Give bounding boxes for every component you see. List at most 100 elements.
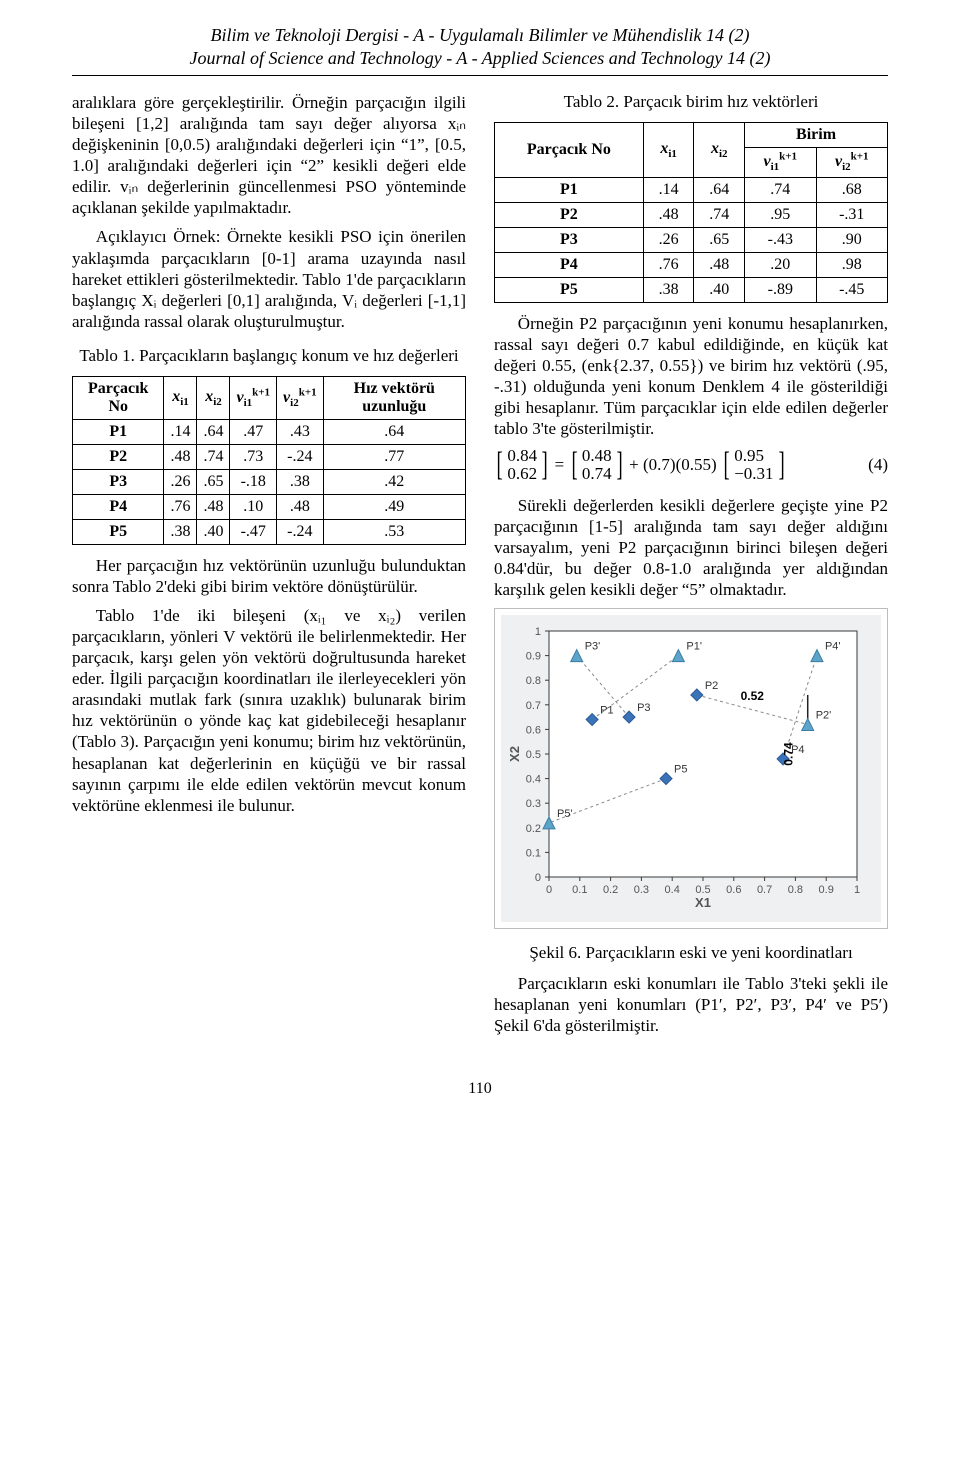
table-cell: .43 (277, 419, 324, 444)
table-cell: .48 (164, 444, 197, 469)
svg-text:0.3: 0.3 (526, 798, 541, 810)
t1-h0: Parçacık No (73, 376, 164, 419)
t2-h3b: i1 (771, 162, 780, 174)
table-cell: .64 (323, 419, 465, 444)
svg-text:0.1: 0.1 (526, 847, 541, 859)
journal-line-2: Journal of Science and Technology - A - … (72, 47, 888, 70)
t1-h1: xi1 (164, 376, 197, 419)
table-cell: .65 (694, 227, 745, 252)
t2-h-birim: Birim (745, 123, 888, 148)
t2-h4a: v (835, 153, 842, 170)
svg-text:1: 1 (854, 884, 860, 896)
two-column-layout: aralıklara göre gerçekleştirilir. Örneği… (72, 92, 888, 1044)
svg-text:0.5: 0.5 (526, 749, 541, 761)
table-cell: .26 (643, 227, 694, 252)
table-cell: -.24 (277, 444, 324, 469)
table-cell: .64 (694, 177, 745, 202)
eq-mid: + (0.7)(0.55) (629, 455, 716, 475)
t2-h3a: v (764, 153, 771, 170)
table-row: P5.38.40-.47-.24.53 (73, 519, 466, 544)
svg-text:0.3: 0.3 (634, 884, 649, 896)
t1-h5-text: Hız vektörü uzunluğu (354, 380, 435, 415)
left-para-2: Açıklayıcı Örnek: Örnekte kesikli PSO iç… (72, 226, 466, 331)
table2-caption: Tablo 2. Parçacık birim hız vektörleri (494, 92, 888, 112)
table-cell: .76 (164, 494, 197, 519)
svg-text:0.9: 0.9 (526, 651, 541, 663)
table-row: P4.76.48.20.98 (495, 252, 888, 277)
figure6-caption: Şekil 6. Parçacıkların eski ve yeni koor… (494, 943, 888, 963)
table-2: Parçacık No xi1 xi2 Birim vi1k+1 vi2k+1 … (494, 122, 888, 303)
table-1: Parçacık No xi1 xi2 vi1k+1 vi2k+1 Hız ve… (72, 376, 466, 545)
table-row: P1.14.64.47.43.64 (73, 419, 466, 444)
eq-r1b: 0.74 (582, 465, 612, 483)
right-para-2: Sürekli değerlerden kesikli değerlere ge… (494, 495, 888, 600)
table-row: P5.38.40-.89-.45 (495, 277, 888, 302)
table-cell: -.45 (816, 277, 888, 302)
eq-body: [ 0.840.62 ] = [ 0.480.74 ] + (0.7)(0.55… (494, 447, 787, 483)
scatter-chart-svg: 000.10.10.20.20.30.30.40.40.50.50.60.60.… (507, 621, 867, 911)
t2-h1: xi1 (643, 123, 694, 178)
t1-h4: vi2k+1 (277, 376, 324, 419)
left-para-1: aralıklara göre gerçekleştirilir. Örneği… (72, 92, 466, 218)
table-cell: .49 (323, 494, 465, 519)
table-cell: P5 (73, 519, 164, 544)
table-cell: -.18 (230, 469, 277, 494)
table-cell: .74 (745, 177, 816, 202)
table-cell: .26 (164, 469, 197, 494)
svg-text:P3: P3 (637, 702, 650, 714)
table-row: P2.48.74.73-.24.77 (73, 444, 466, 469)
svg-text:P5': P5' (557, 808, 573, 820)
table-cell: P5 (495, 277, 644, 302)
svg-text:0.7: 0.7 (526, 700, 541, 712)
t1-h0-text: Parçacık No (88, 380, 148, 415)
table-cell: .38 (164, 519, 197, 544)
svg-text:P2: P2 (705, 680, 718, 692)
right-para-1: Örneğin P2 parçacığının yeni konumu hesa… (494, 313, 888, 439)
t2-h4c: k+1 (851, 151, 869, 163)
table-cell: -.31 (816, 202, 888, 227)
journal-header: Bilim ve Teknoloji Dergisi - A - Uygulam… (72, 24, 888, 69)
eq-r2b: −0.31 (734, 465, 773, 483)
table-cell: .90 (816, 227, 888, 252)
svg-text:0.6: 0.6 (526, 724, 541, 736)
svg-text:P1: P1 (600, 705, 613, 717)
table-cell: P2 (73, 444, 164, 469)
t1-h5: Hız vektörü uzunluğu (323, 376, 465, 419)
eq-r1a: 0.48 (582, 447, 612, 465)
eq-number: (4) (868, 455, 888, 475)
svg-text:0.2: 0.2 (526, 823, 541, 835)
equation-4: [ 0.840.62 ] = [ 0.480.74 ] + (0.7)(0.55… (494, 447, 888, 483)
table-cell: .53 (323, 519, 465, 544)
table-cell: .38 (643, 277, 694, 302)
t1-h1b: i1 (180, 396, 189, 408)
svg-text:0.7: 0.7 (757, 884, 772, 896)
right-para-3: Parçacıkların eski konumları ile Tablo 3… (494, 973, 888, 1036)
table-row: P3.26.65-.43.90 (495, 227, 888, 252)
table-cell: .48 (277, 494, 324, 519)
table-cell: .65 (197, 469, 230, 494)
table-cell: P3 (73, 469, 164, 494)
table-cell: .47 (230, 419, 277, 444)
table-cell: .98 (816, 252, 888, 277)
right-column: Tablo 2. Parçacık birim hız vektörleri P… (494, 92, 888, 1044)
table-cell: .20 (745, 252, 816, 277)
t2-h2: xi2 (694, 123, 745, 178)
table-cell: P3 (495, 227, 644, 252)
eq-l1: 0.84 (507, 447, 537, 465)
svg-text:X1: X1 (695, 895, 711, 910)
svg-text:0.4: 0.4 (526, 774, 541, 786)
table-cell: .14 (643, 177, 694, 202)
svg-text:0.74: 0.74 (781, 742, 795, 766)
t2-h2a: x (711, 140, 719, 157)
table-cell: .38 (277, 469, 324, 494)
svg-text:0: 0 (546, 884, 552, 896)
t1-h3a: v (236, 389, 243, 406)
svg-text:0.9: 0.9 (819, 884, 834, 896)
svg-text:0.52: 0.52 (741, 689, 765, 703)
t2-h4b: i2 (842, 162, 851, 174)
table-cell: .74 (694, 202, 745, 227)
svg-text:P4': P4' (825, 641, 841, 653)
svg-text:P5: P5 (674, 764, 687, 776)
table-cell: P1 (73, 419, 164, 444)
svg-text:0.2: 0.2 (603, 884, 618, 896)
